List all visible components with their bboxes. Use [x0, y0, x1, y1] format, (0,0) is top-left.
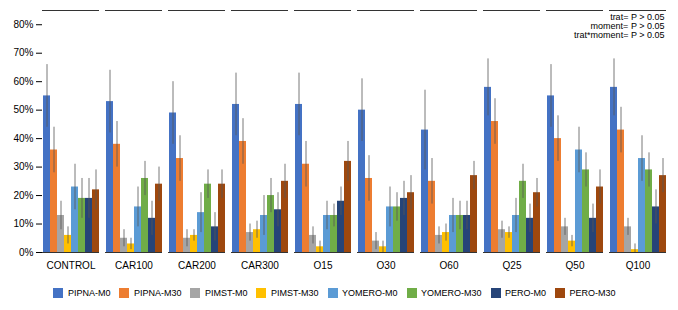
svg-text:CAR200: CAR200	[178, 260, 216, 271]
svg-text:10%: 10%	[13, 218, 33, 229]
svg-text:Q100: Q100	[626, 260, 651, 271]
html-text:PIPNA-M0: PIPNA-M0	[67, 287, 111, 298]
svg-text:CAR300: CAR300	[241, 260, 279, 271]
svg-text:0%: 0%	[19, 247, 34, 258]
svg-text:40%: 40%	[13, 133, 33, 144]
svg-text:trat= P > 0.05moment= P > 0.05: trat= P > 0.05moment= P > 0.05trat*momen…	[574, 12, 664, 40]
html-text:PERO-M0: PERO-M0	[505, 287, 546, 298]
svg-text:30%: 30%	[13, 161, 33, 172]
svg-text:70%: 70%	[13, 47, 33, 58]
svg-text:CAR100: CAR100	[115, 260, 153, 271]
html-text:YOMERO-M0: YOMERO-M0	[342, 287, 398, 298]
html-text:PIMST-M0: PIMST-M0	[205, 287, 248, 298]
html-text:PERO-M30: PERO-M30	[569, 287, 616, 298]
html-text:PIPNA-M30: PIPNA-M30	[134, 287, 182, 298]
svg-text:Q50: Q50	[566, 260, 585, 271]
svg-text:50%: 50%	[13, 104, 33, 115]
svg-text:20%: 20%	[13, 190, 33, 201]
svg-text:Q25: Q25	[503, 260, 522, 271]
svg-text:O60: O60	[440, 260, 459, 271]
svg-text:O30: O30	[377, 260, 396, 271]
svg-text:80%: 80%	[13, 19, 33, 30]
html-text:YOMERO-M30: YOMERO-M30	[421, 287, 482, 298]
html-text:PIMST-M30: PIMST-M30	[271, 287, 319, 298]
svg-text:60%: 60%	[13, 76, 33, 87]
svg-text:O15: O15	[314, 260, 333, 271]
svg-text:CONTROL: CONTROL	[47, 260, 96, 271]
